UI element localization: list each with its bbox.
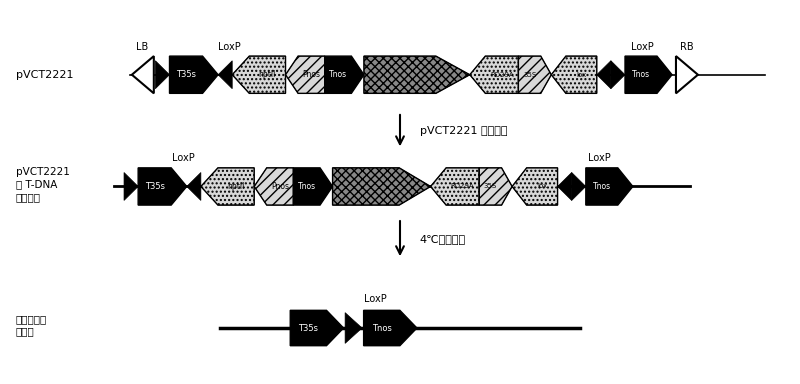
Polygon shape	[218, 61, 232, 89]
Text: 余结构: 余结构	[16, 326, 34, 336]
Polygon shape	[232, 56, 286, 93]
Text: lox: lox	[576, 72, 586, 78]
Polygon shape	[364, 310, 417, 346]
Text: 4℃低温诱导: 4℃低温诱导	[420, 233, 466, 243]
Polygon shape	[155, 61, 170, 89]
Text: nptII: nptII	[258, 70, 276, 79]
Text: LoxP: LoxP	[172, 153, 195, 163]
Polygon shape	[333, 168, 430, 205]
Text: Pnos: Pnos	[271, 182, 289, 191]
Text: pVCT2221: pVCT2221	[16, 167, 70, 177]
Text: Tnos: Tnos	[632, 70, 650, 79]
Polygon shape	[138, 168, 186, 205]
Text: 删除后的残: 删除后的残	[16, 314, 47, 324]
Text: LoxP: LoxP	[218, 41, 241, 51]
Text: LoxP: LoxP	[363, 294, 386, 304]
Text: LB: LB	[136, 41, 148, 51]
Polygon shape	[518, 56, 551, 93]
Polygon shape	[551, 56, 597, 93]
Text: nptII: nptII	[227, 182, 245, 191]
Text: Tnos: Tnos	[593, 182, 611, 191]
Text: 在植物中: 在植物中	[16, 192, 41, 202]
Text: 35S: 35S	[523, 72, 536, 78]
Text: RD29A: RD29A	[451, 184, 474, 189]
Text: pVCT2221 转化植物: pVCT2221 转化植物	[420, 126, 507, 136]
Polygon shape	[625, 56, 672, 93]
Polygon shape	[132, 56, 154, 93]
Polygon shape	[186, 172, 201, 200]
Text: Tnos: Tnos	[372, 323, 392, 333]
Text: LoxP: LoxP	[588, 153, 610, 163]
Text: RB: RB	[680, 41, 694, 51]
Text: lox: lox	[537, 184, 547, 189]
Polygon shape	[572, 172, 586, 200]
Text: T35s: T35s	[145, 182, 165, 191]
Polygon shape	[201, 168, 254, 205]
Polygon shape	[597, 61, 611, 89]
Polygon shape	[611, 61, 625, 89]
Text: RD29A: RD29A	[490, 72, 514, 78]
Polygon shape	[124, 172, 138, 200]
Polygon shape	[294, 168, 333, 205]
Text: T35s: T35s	[176, 70, 196, 79]
Text: Tnos: Tnos	[329, 70, 347, 79]
Polygon shape	[558, 172, 572, 200]
Polygon shape	[479, 168, 512, 205]
Polygon shape	[512, 168, 558, 205]
Polygon shape	[586, 168, 633, 205]
Text: 的 T-DNA: 的 T-DNA	[16, 180, 58, 190]
Text: Pnos: Pnos	[302, 70, 321, 79]
Polygon shape	[364, 56, 470, 93]
Text: LoxP: LoxP	[631, 41, 654, 51]
Polygon shape	[470, 56, 518, 93]
Polygon shape	[325, 56, 364, 93]
Polygon shape	[430, 168, 479, 205]
Text: Tnos: Tnos	[298, 182, 316, 191]
Polygon shape	[345, 313, 362, 343]
Polygon shape	[676, 56, 698, 93]
Polygon shape	[254, 168, 294, 205]
Polygon shape	[286, 56, 325, 93]
Polygon shape	[290, 310, 343, 346]
Polygon shape	[170, 56, 218, 93]
Text: 35S: 35S	[484, 184, 497, 189]
Text: T35s: T35s	[298, 323, 318, 333]
Text: pVCT2221: pVCT2221	[16, 70, 74, 80]
